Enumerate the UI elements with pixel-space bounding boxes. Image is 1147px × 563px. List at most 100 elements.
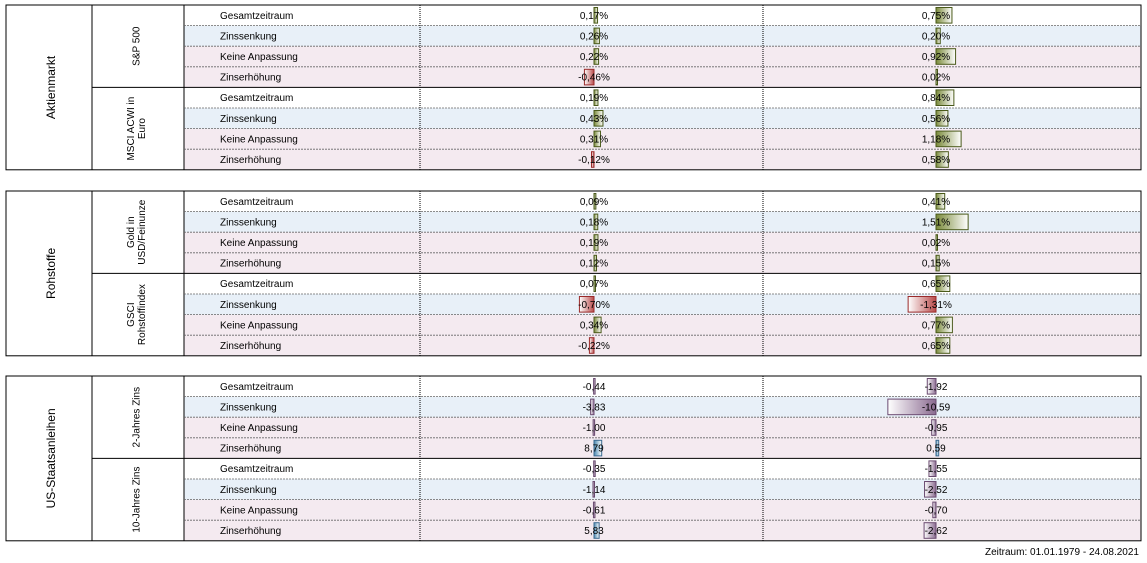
- data-bar: [593, 460, 596, 477]
- row-label: Gesamtzeitraum: [220, 11, 293, 22]
- data-bar: [935, 316, 953, 334]
- data-label: 0,75%: [922, 11, 950, 22]
- data-bar: [593, 193, 597, 210]
- row-background: [184, 437, 1141, 459]
- data-label: 0,17%: [580, 11, 608, 22]
- data-label: -0,35: [583, 464, 606, 475]
- data-bar: [593, 439, 603, 457]
- data-label: 0,84%: [922, 93, 950, 104]
- row-label: Gesamtzeitraum: [220, 382, 293, 393]
- data-bar: [593, 234, 599, 251]
- group-label: GSCI: [126, 302, 137, 326]
- data-bar: [593, 7, 599, 24]
- row-background: [184, 335, 1141, 356]
- data-bar: [593, 130, 601, 148]
- row-background: [184, 314, 1141, 336]
- data-bar: [593, 213, 599, 231]
- row-label: Zinserhöhung: [220, 259, 281, 270]
- data-bar: [935, 7, 953, 24]
- row-background: [184, 273, 1141, 294]
- data-bar: [931, 419, 937, 436]
- data-bar: [935, 48, 957, 65]
- data-bar: [928, 460, 937, 477]
- row-background: [184, 66, 1141, 88]
- data-label: 0,43%: [580, 114, 608, 125]
- row-background: [184, 25, 1141, 47]
- data-label: 0,59: [926, 444, 946, 455]
- data-bar: [926, 378, 937, 395]
- period-footer: Zeitraum: 01.01.1979 - 24.08.2021: [985, 547, 1139, 558]
- data-label: 0,19%: [580, 238, 608, 249]
- row-label: Gesamtzeitraum: [220, 93, 293, 104]
- row-label: Keine Anpassung: [220, 238, 298, 249]
- data-label: 0,77%: [922, 320, 950, 331]
- row-background: [184, 479, 1141, 500]
- data-label: 0,26%: [580, 31, 608, 42]
- row-label: Keine Anpassung: [220, 505, 298, 516]
- row-background: [184, 376, 1141, 397]
- row-label: Keine Anpassung: [220, 134, 298, 145]
- data-bar: [935, 234, 938, 251]
- data-bar: [578, 296, 595, 313]
- data-bar: [593, 316, 602, 334]
- data-bar: [924, 481, 937, 498]
- row-label: Zinssenkung: [220, 485, 277, 496]
- data-bar: [935, 110, 949, 127]
- data-label: 1,51%: [922, 217, 950, 228]
- data-label: -0,95: [925, 423, 948, 434]
- group-label: 2-Jahres Zins: [132, 387, 143, 448]
- data-label: -0,22%: [578, 341, 610, 352]
- data-label: -1,14: [583, 485, 606, 496]
- data-label: 0,34%: [580, 320, 608, 331]
- data-label: 0,18%: [580, 217, 608, 228]
- data-bar: [935, 68, 938, 86]
- data-bar: [935, 27, 941, 45]
- block-label: Aktienmarkt: [44, 55, 58, 119]
- data-bar: [593, 89, 599, 107]
- data-bar: [593, 48, 600, 65]
- data-label: -0,61: [583, 505, 606, 516]
- row-label: Zinssenkung: [220, 31, 277, 42]
- row-background: [184, 211, 1141, 233]
- row-background: [184, 417, 1141, 438]
- group-label: Gold in: [126, 216, 137, 248]
- data-bar: [583, 68, 595, 86]
- data-label: -3,83: [583, 402, 606, 413]
- row-background: [184, 5, 1141, 26]
- block-label: US-Staatsanleihen: [44, 408, 58, 508]
- row-label: Gesamtzeitraum: [220, 197, 293, 208]
- data-bar: [935, 337, 951, 354]
- row-background: [184, 191, 1141, 212]
- row-background: [184, 87, 1141, 108]
- row-label: Keine Anpassung: [220, 320, 298, 331]
- data-bar: [935, 151, 949, 168]
- group-label: S&P 500: [132, 26, 143, 66]
- data-label: -2,52: [925, 485, 948, 496]
- data-label: -1,92: [925, 382, 948, 393]
- data-label: 0,15%: [922, 259, 950, 270]
- data-bar: [935, 254, 940, 272]
- data-label: 0,41%: [922, 197, 950, 208]
- group-label: MSCI ACWI in: [126, 97, 137, 161]
- data-bar: [591, 151, 595, 168]
- data-label: -0,70: [925, 505, 948, 516]
- data-bar: [935, 193, 946, 210]
- data-label: 5,83: [584, 526, 604, 537]
- row-label: Keine Anpassung: [220, 52, 298, 63]
- row-background: [184, 128, 1141, 150]
- data-label: 0,92%: [922, 52, 950, 63]
- row-background: [184, 499, 1141, 521]
- group-label: 10-Jahres Zins: [132, 467, 143, 533]
- data-label: 1,18%: [922, 134, 950, 145]
- row-background: [184, 46, 1141, 67]
- data-bar: [593, 378, 596, 395]
- row-background: [184, 149, 1141, 170]
- row-label: Gesamtzeitraum: [220, 464, 293, 475]
- data-label: 0,02%: [922, 73, 950, 84]
- data-bar: [593, 522, 600, 539]
- group-label: Euro: [137, 118, 148, 140]
- data-bar: [593, 254, 597, 272]
- data-bar: [588, 337, 595, 354]
- data-bar: [907, 296, 937, 313]
- row-label: Zinssenkung: [220, 402, 277, 413]
